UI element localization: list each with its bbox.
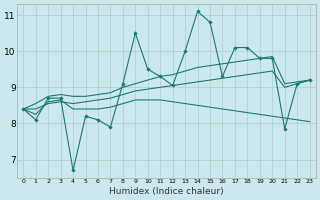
X-axis label: Humidex (Indice chaleur): Humidex (Indice chaleur) (109, 187, 224, 196)
